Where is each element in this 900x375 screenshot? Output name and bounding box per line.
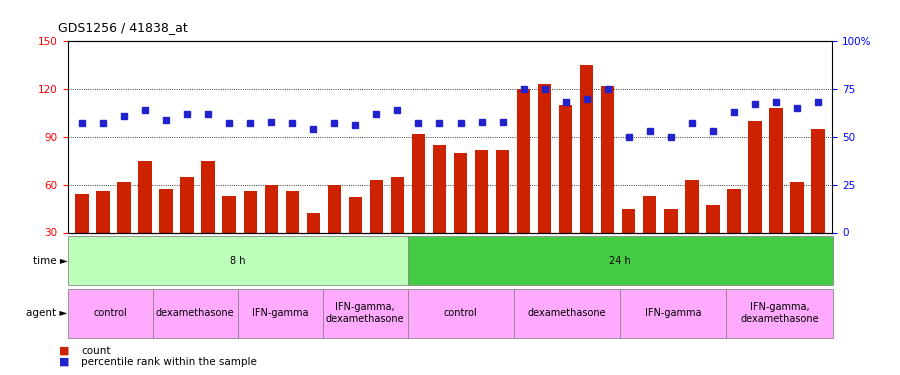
Text: time ►: time ► [32,256,68,266]
Bar [117,182,131,280]
Bar [328,185,341,280]
Text: IFN-gamma: IFN-gamma [252,308,308,318]
Text: dexamethasone: dexamethasone [156,308,234,318]
Bar [685,180,698,280]
Bar [152,289,238,338]
Bar [748,121,761,280]
Bar [408,289,514,338]
Bar [433,145,446,280]
Bar [537,84,552,280]
Bar [244,191,257,280]
Bar [202,161,215,280]
Bar [726,289,832,338]
Bar [601,86,615,280]
Bar [96,191,110,280]
Text: percentile rank within the sample: percentile rank within the sample [81,357,256,367]
Bar [454,153,467,280]
Bar [514,289,620,338]
Bar [265,185,278,280]
Bar [307,213,320,280]
Text: ■: ■ [58,357,69,367]
Bar [348,197,363,280]
Text: GDS1256 / 41838_at: GDS1256 / 41838_at [58,21,188,34]
Text: IFN-gamma: IFN-gamma [645,308,701,318]
Bar [811,129,824,280]
Bar [68,289,152,338]
Bar [391,177,404,280]
Bar [620,289,726,338]
Bar [559,105,572,280]
Text: agent ►: agent ► [26,308,68,318]
Bar [727,189,741,280]
Bar [222,196,236,280]
Bar [285,191,299,280]
Bar [622,209,635,280]
Bar [411,134,426,280]
Bar [474,150,489,280]
Bar [664,209,678,280]
Bar [790,182,804,280]
Text: IFN-gamma,
dexamethasone: IFN-gamma, dexamethasone [326,302,404,324]
Text: control: control [444,308,478,318]
Text: IFN-gamma,
dexamethasone: IFN-gamma, dexamethasone [740,302,819,324]
Text: 8 h: 8 h [230,256,245,266]
Bar [517,89,530,280]
Bar [181,177,194,280]
Bar [238,289,322,338]
Text: count: count [81,346,111,355]
Bar [159,189,173,280]
Text: ■: ■ [58,346,69,355]
Bar [706,206,719,280]
Bar [68,236,408,285]
Bar [370,180,383,280]
Text: dexamethasone: dexamethasone [527,308,607,318]
Bar [408,236,832,285]
Bar [496,150,509,280]
Text: control: control [93,308,127,318]
Bar [580,65,593,280]
Bar [76,194,89,280]
Text: 24 h: 24 h [609,256,631,266]
Bar [769,108,783,280]
Bar [643,196,656,280]
Bar [139,161,152,280]
Bar [322,289,408,338]
